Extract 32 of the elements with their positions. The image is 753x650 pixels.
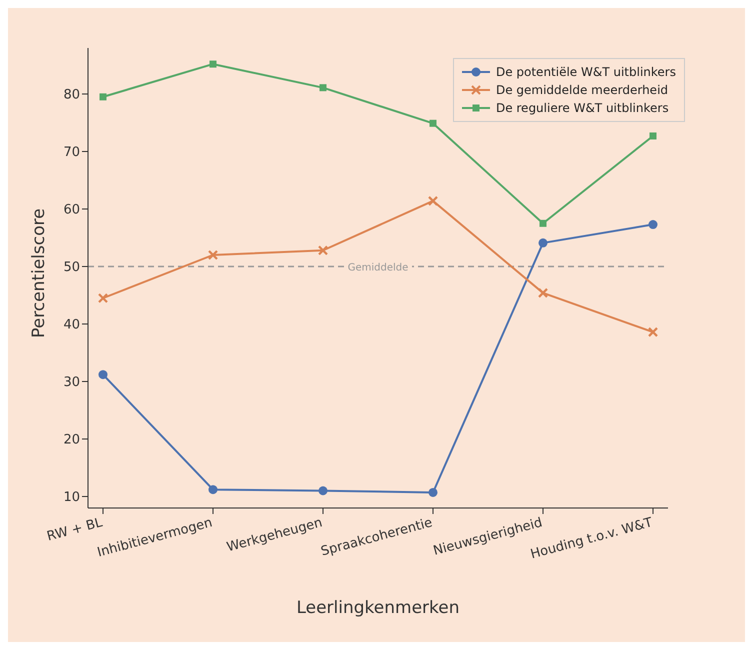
- point: [318, 245, 328, 256]
- point: [98, 293, 108, 304]
- y-tick-label: 40: [63, 318, 80, 333]
- y-tick-label: 10: [63, 490, 80, 506]
- legend-label: De gemiddelde meerderheid: [496, 82, 668, 99]
- point: [100, 93, 106, 100]
- legend-label: De reguliere W&T uitblinkers: [496, 100, 669, 117]
- y-axis-title: Percentielscore: [29, 208, 50, 338]
- y-tick-label: 30: [63, 375, 80, 390]
- point: [320, 84, 326, 92]
- y-tick-label: 50: [63, 260, 80, 276]
- point: [208, 485, 218, 494]
- ref-line-label: Gemiddelde: [348, 262, 408, 274]
- y-tick-label: 80: [63, 88, 80, 103]
- point: [428, 488, 438, 497]
- y-tick-label: 60: [63, 202, 80, 218]
- y-tick-label: 20: [63, 432, 80, 448]
- point: [208, 250, 218, 260]
- x-axis-title: Leerlingkenmerken: [296, 598, 460, 618]
- point: [538, 238, 548, 248]
- point: [650, 132, 656, 140]
- point: [538, 288, 548, 298]
- point: [540, 220, 546, 227]
- y-tick-label: 70: [63, 145, 80, 160]
- point: [428, 196, 438, 206]
- point: [98, 370, 108, 380]
- point: [318, 486, 328, 496]
- point: [430, 120, 436, 127]
- legend-label: De potentiële W&T uitblinkers: [496, 64, 676, 81]
- point: [648, 220, 658, 230]
- point: [648, 326, 658, 338]
- point: [210, 60, 216, 68]
